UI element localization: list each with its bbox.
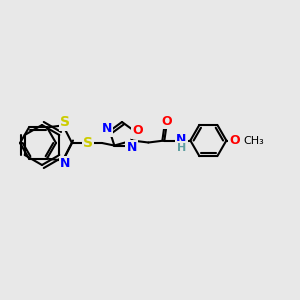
- Text: H: H: [177, 142, 186, 152]
- Text: N: N: [60, 157, 70, 170]
- Text: O: O: [161, 115, 172, 128]
- Text: O: O: [132, 124, 143, 137]
- Text: N: N: [176, 133, 187, 146]
- Text: N: N: [127, 141, 137, 154]
- Text: O: O: [229, 134, 240, 147]
- Text: CH₃: CH₃: [243, 136, 264, 146]
- Text: S: S: [60, 116, 70, 129]
- Text: S: S: [83, 136, 93, 150]
- Text: N: N: [101, 122, 112, 136]
